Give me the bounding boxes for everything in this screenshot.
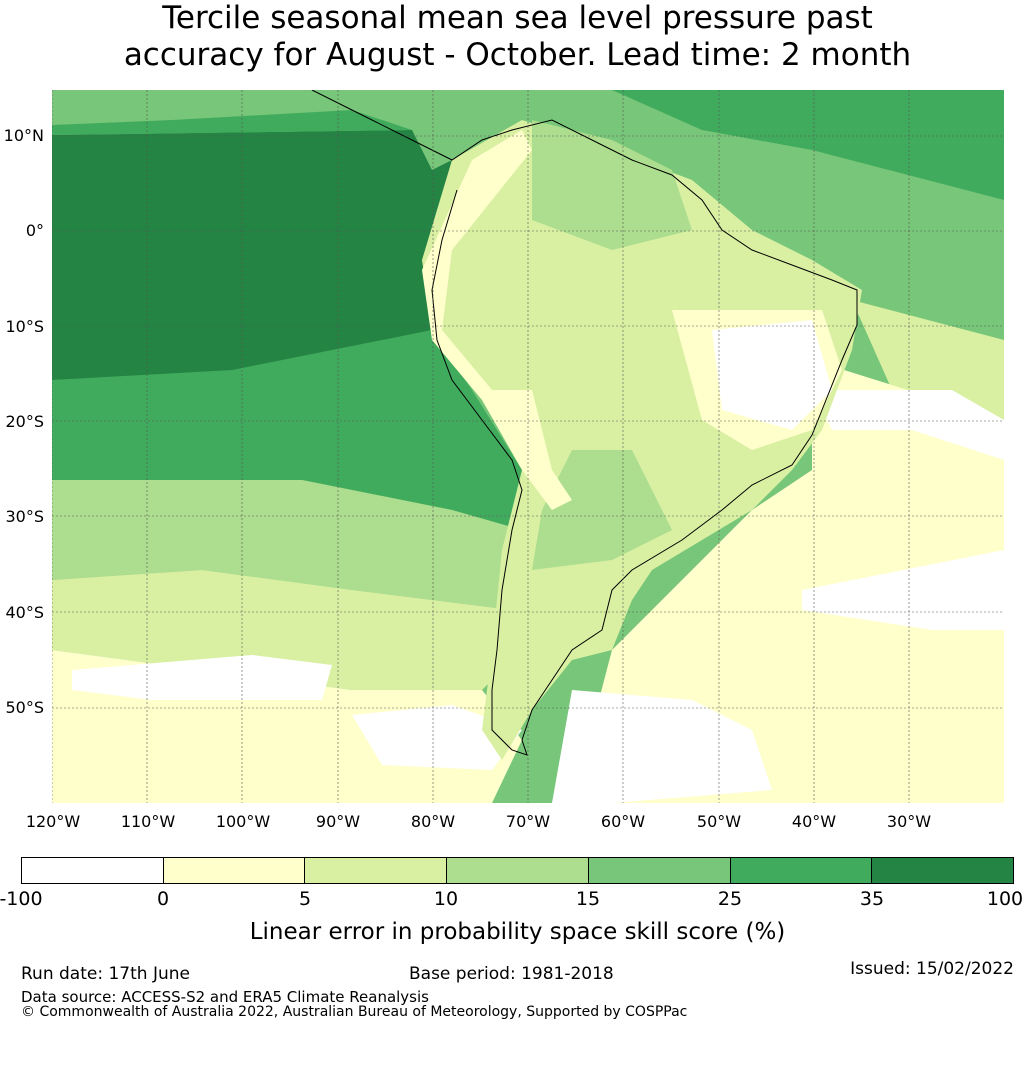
colorbar-segment xyxy=(305,858,448,883)
graticule xyxy=(52,90,1004,803)
colorbar-tick: 5 xyxy=(298,888,312,910)
lat-label: 10°N xyxy=(3,126,44,145)
map-svg xyxy=(52,90,1004,803)
colorbar-segment xyxy=(730,858,873,883)
region-atlantic-light xyxy=(852,300,1004,420)
map-title: Tercile seasonal mean sea level pressure… xyxy=(0,0,1035,74)
lat-label: 20°S xyxy=(5,412,44,431)
lat-label: 30°S xyxy=(5,507,44,526)
issued-date: Issued: 15/02/2022 xyxy=(850,959,1014,979)
coastline xyxy=(311,90,858,756)
region-north-pacific xyxy=(52,110,412,135)
lon-label: 80°W xyxy=(410,812,456,831)
region-dark-pacific xyxy=(52,130,472,380)
colorbar-segment xyxy=(447,858,589,883)
lon-label: 110°W xyxy=(120,812,176,831)
colorbar-segment xyxy=(22,858,164,883)
region-white-atlantic-2 xyxy=(802,550,1004,630)
region-white-patch-south xyxy=(352,705,522,770)
region-andes-strip xyxy=(422,130,572,510)
lat-label: 10°S xyxy=(5,317,44,336)
lon-label: 100°W xyxy=(215,812,271,831)
colorbar-segment xyxy=(872,858,1014,883)
map-title-line-2: accuracy for August - October. Lead time… xyxy=(123,37,912,73)
lat-label: 0° xyxy=(25,221,44,240)
data-source: Data source: ACCESS-S2 and ERA5 Climate … xyxy=(21,988,429,1006)
lon-label: 70°W xyxy=(505,812,551,831)
region-brazil-white xyxy=(712,320,832,430)
base-period: Base period: 1981-2018 xyxy=(409,964,614,984)
region-pacific-light xyxy=(52,570,522,690)
lon-label: 50°W xyxy=(696,812,742,831)
lon-label: 30°W xyxy=(886,812,932,831)
region-north-atlantic xyxy=(612,90,1004,200)
lon-label: 120°W xyxy=(25,812,81,831)
region-central-continent xyxy=(532,450,672,570)
region-white-patch-west xyxy=(72,655,332,700)
map-title-line-1: Tercile seasonal mean sea level pressure… xyxy=(162,0,873,36)
colorbar-tick: -100 xyxy=(0,888,43,910)
colorbar-tick: 25 xyxy=(717,888,743,910)
lon-label: 40°W xyxy=(791,812,837,831)
colorbar xyxy=(21,857,1014,884)
colorbar-tick: 100 xyxy=(986,888,1024,910)
lon-label: 90°W xyxy=(315,812,361,831)
colorbar-label: Linear error in probability space skill … xyxy=(249,919,786,945)
lat-label: 50°S xyxy=(5,698,44,717)
copyright-notice: © Commonwealth of Australia 2022, Austra… xyxy=(21,1004,688,1020)
colorbar-segment xyxy=(163,858,306,883)
colorbar-tick: 0 xyxy=(156,888,170,910)
region-white-drake xyxy=(552,690,772,803)
region-south-america xyxy=(422,120,862,760)
region-south-pacific xyxy=(52,480,522,610)
region-north-continent xyxy=(532,120,692,250)
colorbar-segment xyxy=(588,858,731,883)
skill-score-map xyxy=(52,90,1004,803)
lon-label: 60°W xyxy=(600,812,646,831)
run-date: Run date: 17th June xyxy=(21,964,190,984)
colorbar-tick: 10 xyxy=(433,888,459,910)
region-white-atlantic-1 xyxy=(812,390,1004,460)
region-south-atlantic xyxy=(572,360,1004,803)
colorbar-tick: 15 xyxy=(575,888,601,910)
colorbar-tick: 35 xyxy=(859,888,885,910)
lat-label: 40°S xyxy=(5,603,44,622)
